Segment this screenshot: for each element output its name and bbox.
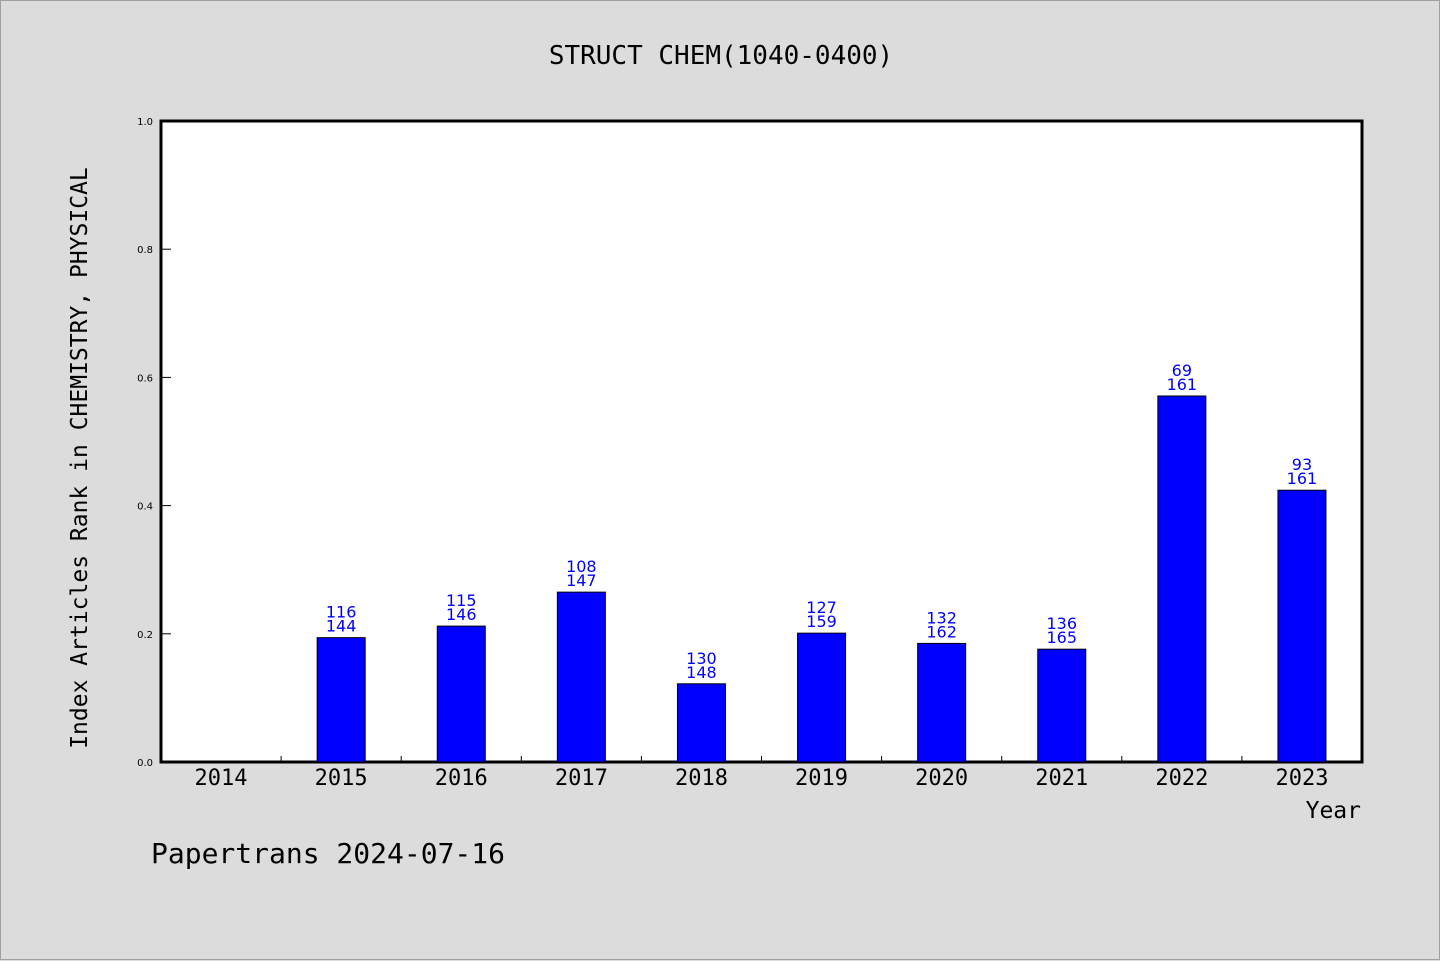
bar <box>316 637 366 763</box>
bar <box>1157 395 1207 763</box>
data-label-total: 144 <box>326 617 357 636</box>
x-tick-label: 2019 <box>795 766 848 791</box>
x-tick-label: 2016 <box>435 766 488 791</box>
x-axis: 2014 2015 2016 2017 2018 2019 2020 2021 2022 2023 <box>195 756 1328 791</box>
y-tick-label: 1.0 <box>137 117 153 128</box>
bar-series <box>316 395 1327 763</box>
x-tick-label: 2022 <box>1155 766 1208 791</box>
data-label-rank: 132 <box>926 608 957 627</box>
data-label-rank: 136 <box>1046 614 1077 633</box>
y-tick-label: 0.4 <box>137 502 153 513</box>
bar <box>797 632 847 763</box>
data-label-total: 147 <box>566 571 597 590</box>
data-label-total: 146 <box>446 605 477 624</box>
x-tick-label: 2017 <box>555 766 608 791</box>
y-tick-label: 0.0 <box>137 758 153 769</box>
data-label-total: 161 <box>1167 375 1198 394</box>
data-label-total: 159 <box>806 612 837 631</box>
y-tick-label: 0.6 <box>137 373 153 384</box>
data-label-rank: 130 <box>686 649 717 668</box>
bar <box>1277 489 1327 763</box>
data-label-rank: 115 <box>446 591 477 610</box>
x-tick-label: 2021 <box>1035 766 1088 791</box>
data-label-total: 148 <box>686 663 717 682</box>
footer-credit: Papertrans 2024-07-16 <box>151 837 505 870</box>
data-label-total: 165 <box>1046 628 1077 647</box>
data-label-rank: 116 <box>326 603 357 622</box>
x-tick-label: 2015 <box>315 766 368 791</box>
bar <box>676 683 726 763</box>
data-label-rank: 93 <box>1292 455 1312 474</box>
y-tick-label: 0.2 <box>137 630 153 641</box>
x-tick-label: 2018 <box>675 766 728 791</box>
y-axis: 0.0 0.2 0.4 0.6 0.8 1.0 <box>137 117 171 769</box>
data-label-rank: 69 <box>1172 361 1192 380</box>
data-label-rank: 127 <box>806 598 837 617</box>
x-tick-label: 2023 <box>1275 766 1328 791</box>
bar <box>436 625 486 763</box>
y-tick-label: 0.8 <box>137 245 153 256</box>
chart-title: STRUCT CHEM(1040-0400) <box>549 41 893 71</box>
bar <box>1037 648 1087 763</box>
bar <box>556 591 606 763</box>
x-tick-label: 2020 <box>915 766 968 791</box>
x-axis-title: Year <box>1306 798 1361 824</box>
data-label-rank: 108 <box>566 557 597 576</box>
bar <box>917 642 967 763</box>
y-axis-title: Index Articles Rank in CHEMISTRY, PHYSIC… <box>67 167 93 749</box>
data-label-total: 161 <box>1287 469 1318 488</box>
x-tick-label: 2014 <box>195 766 248 791</box>
data-label-total: 162 <box>926 622 957 641</box>
